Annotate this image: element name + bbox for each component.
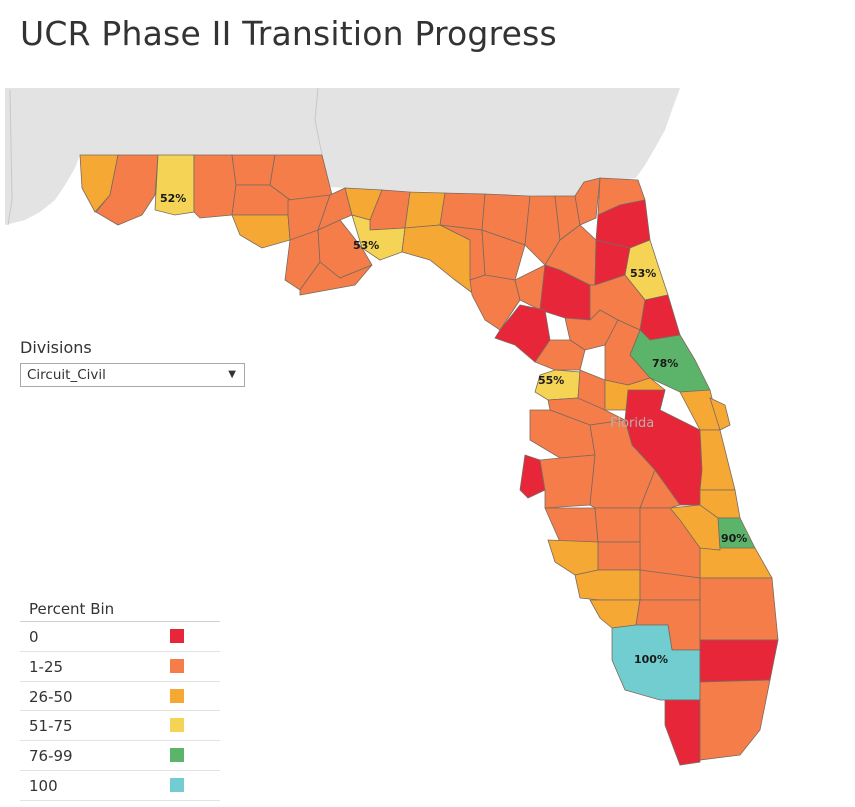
chevron-down-icon[interactable]: ▼	[228, 369, 236, 380]
county[interactable]	[699, 639, 779, 683]
divisions-label: Divisions	[20, 338, 92, 357]
county[interactable]	[589, 599, 641, 629]
county[interactable]	[154, 154, 195, 216]
legend-swatch	[170, 658, 184, 673]
county[interactable]	[547, 539, 599, 576]
state-label: Florida	[610, 416, 654, 431]
county[interactable]	[539, 454, 596, 509]
county[interactable]	[231, 214, 291, 249]
divisions-filter: Divisions Circuit_Civil ▼	[20, 338, 245, 387]
legend-swatch	[170, 777, 184, 792]
legend-item[interactable]: 100	[20, 771, 220, 801]
percent-bin-legend: Percent Bin 0 1-25 26-50 51-75 76-99 100	[20, 600, 220, 801]
county[interactable]	[709, 397, 731, 431]
county[interactable]	[699, 577, 779, 641]
legend-item-label: 0	[29, 628, 39, 646]
county-percent-label: 78%	[652, 357, 678, 370]
county[interactable]	[594, 507, 641, 543]
county-layer[interactable]	[79, 154, 779, 766]
county[interactable]	[404, 191, 446, 229]
divisions-select[interactable]: Circuit_Civil ▼	[20, 363, 245, 387]
legend-title: Percent Bin	[20, 600, 220, 622]
county[interactable]	[193, 154, 237, 219]
divisions-selected-value: Circuit_Civil	[27, 367, 106, 383]
county[interactable]	[699, 429, 736, 491]
page-title: UCR Phase II Transition Progress	[20, 14, 557, 53]
county[interactable]	[639, 294, 681, 341]
county-percent-label: 53%	[630, 267, 656, 280]
county[interactable]	[664, 699, 701, 766]
county-percent-label: 52%	[160, 192, 186, 205]
county[interactable]	[699, 679, 771, 761]
county-percent-label: 55%	[538, 374, 564, 387]
county[interactable]	[699, 547, 773, 579]
county[interactable]	[574, 569, 641, 601]
county-percent-label: 53%	[353, 239, 379, 252]
legend-item[interactable]: 76-99	[20, 741, 220, 771]
legend-item-label: 51-75	[29, 717, 73, 736]
county[interactable]	[469, 274, 521, 331]
state-border	[7, 88, 323, 226]
county[interactable]	[669, 504, 721, 551]
legend-item-label: 76-99	[29, 747, 73, 766]
legend-item[interactable]: 0	[20, 622, 220, 652]
legend-item-label: 100	[29, 776, 58, 795]
county[interactable]	[317, 187, 353, 231]
legend-swatch	[170, 688, 184, 703]
county[interactable]	[544, 507, 599, 543]
legend-swatch	[170, 748, 184, 763]
neighbor-land	[5, 88, 680, 225]
legend-swatch	[170, 718, 184, 733]
county[interactable]	[439, 192, 486, 231]
legend-item-label: 26-50	[29, 687, 73, 706]
county-percent-label: 100%	[634, 653, 668, 666]
county[interactable]	[299, 261, 373, 296]
legend-item[interactable]: 1-25	[20, 652, 220, 682]
county[interactable]	[597, 541, 641, 571]
legend-item[interactable]: 26-50	[20, 682, 220, 712]
legend-swatch	[170, 629, 184, 643]
county[interactable]	[519, 454, 546, 499]
county[interactable]	[574, 177, 601, 226]
county[interactable]	[231, 154, 276, 186]
legend-item-label: 1-25	[29, 657, 64, 676]
legend-item[interactable]: 51-75	[20, 711, 220, 742]
county-percent-label: 90%	[721, 532, 747, 545]
florida-map[interactable]: Florida 52% 53% 53% 78% 55% 90% 100%	[0, 88, 855, 807]
